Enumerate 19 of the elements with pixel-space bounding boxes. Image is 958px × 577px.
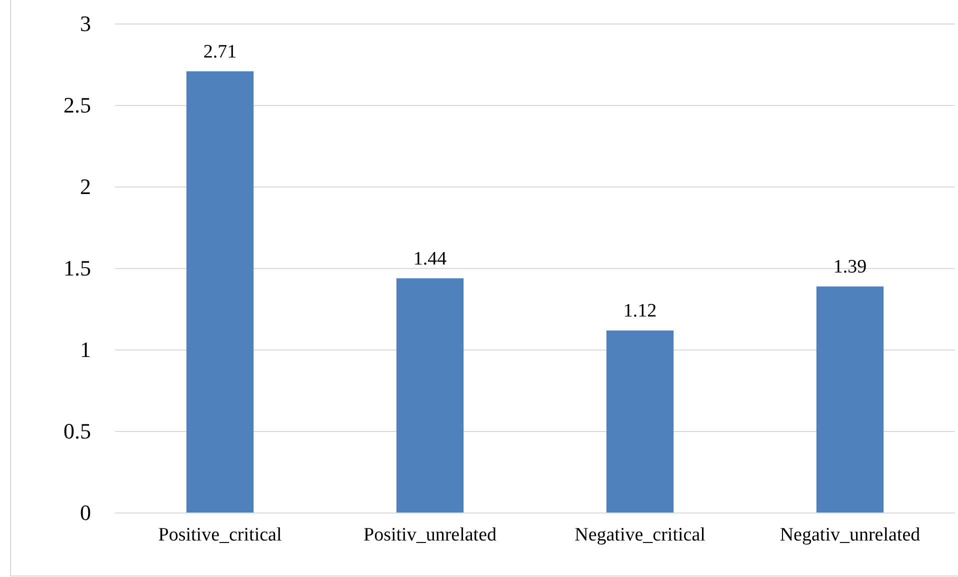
y-tick-label: 2.5 [64, 92, 91, 118]
bar [396, 278, 464, 513]
data-label: 1.39 [833, 256, 867, 278]
x-tick-label: Positive_critical [158, 524, 282, 546]
x-tick-label: Positiv_unrelated [364, 524, 497, 546]
y-tick-label: 3 [80, 11, 91, 36]
data-label: 1.12 [623, 300, 657, 322]
y-tick-label: 1.5 [64, 256, 91, 281]
bar [816, 286, 884, 513]
y-tick-label: 0 [80, 500, 91, 526]
y-tick-label: 1 [80, 337, 91, 362]
y-tick-label: 2 [80, 174, 91, 200]
x-tick-label: Negative_critical [574, 524, 706, 546]
data-label: 2.71 [203, 41, 237, 62]
data-label: 1.44 [413, 248, 448, 270]
x-tick-label: Negativ_unrelated [780, 524, 921, 546]
y-tick-label: 0.5 [64, 418, 91, 444]
bar [606, 330, 674, 513]
bar [186, 71, 254, 513]
